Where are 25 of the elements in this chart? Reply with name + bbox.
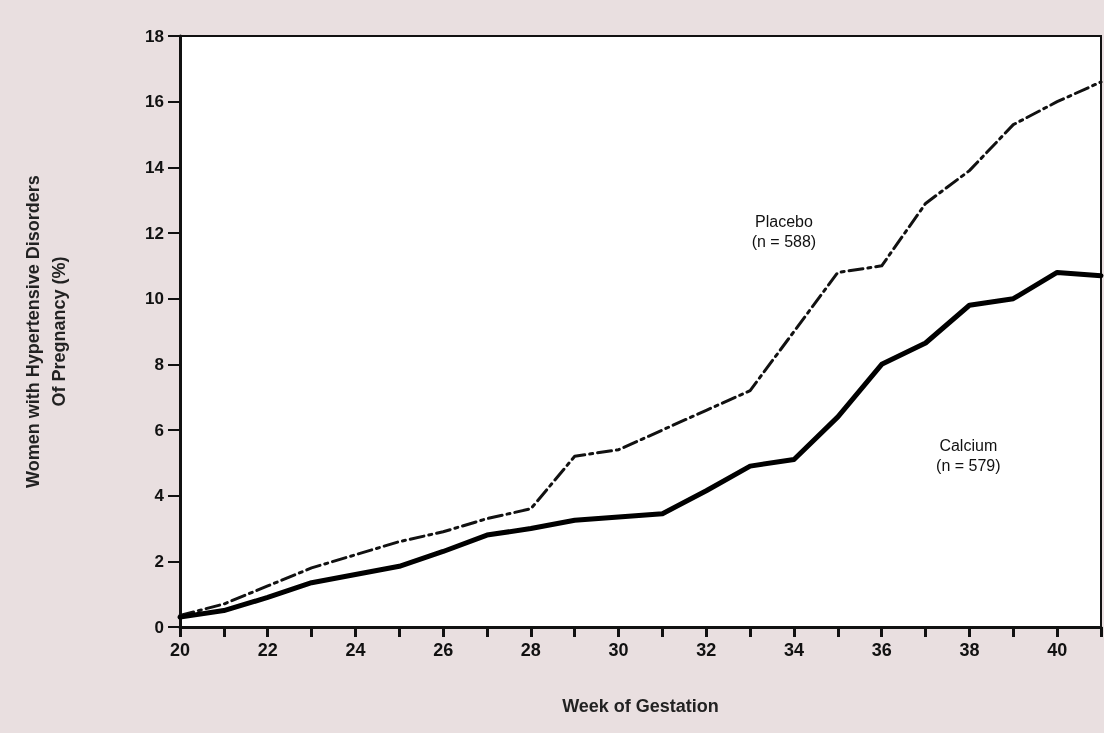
x-tick-label: 38 — [959, 640, 980, 660]
y-tick-label: 4 — [154, 486, 165, 506]
y-tick-label: 8 — [154, 354, 164, 374]
x-axis-title: Week of Gestation — [562, 696, 719, 716]
y-tick-label: 10 — [145, 289, 164, 309]
x-tick-label: 34 — [783, 640, 805, 660]
x-tick-label: 36 — [871, 640, 892, 660]
annotation: Placebo (n = 588) — [751, 212, 817, 250]
y-tick-label: 16 — [145, 92, 164, 112]
y-tick-label: 14 — [145, 157, 165, 177]
x-tick-label: 26 — [433, 640, 454, 660]
x-tick-label: 40 — [1047, 640, 1068, 660]
y-tick-label: 6 — [154, 420, 164, 440]
x-tick-label: 24 — [345, 640, 366, 660]
x-tick-label: 32 — [696, 640, 717, 660]
x-tick-label: 28 — [520, 640, 541, 660]
annotation: Calcium (n = 579) — [936, 437, 1001, 475]
y-tick-label: 12 — [145, 223, 164, 243]
y-axis-title: Women with Hypertensive Disorders Of Pregnancy (%) — [23, 175, 69, 488]
y-tick-label: 2 — [154, 551, 164, 571]
y-tick-label: 0 — [154, 617, 164, 637]
x-tick-label: 22 — [257, 640, 278, 660]
x-tick-label: 30 — [608, 640, 629, 660]
y-tick-label: 18 — [145, 26, 164, 46]
x-tick-label: 20 — [169, 640, 191, 660]
